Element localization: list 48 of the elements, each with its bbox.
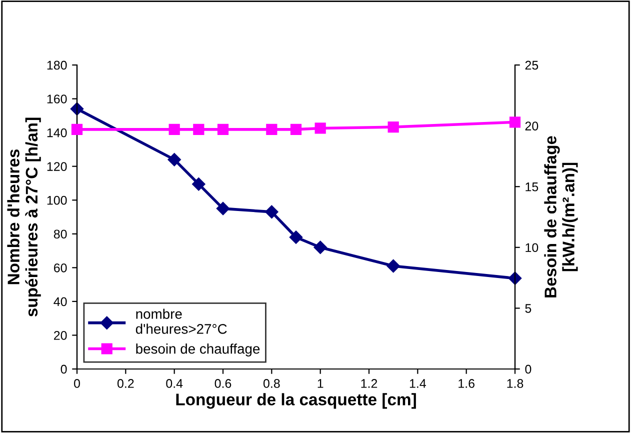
x-axis-title: Longueur de la casquette [cm]	[176, 393, 416, 409]
y2-tick-label: 5	[525, 304, 532, 313]
x-tick-label: 0	[74, 379, 80, 388]
y-tick-label: 80	[54, 230, 67, 239]
point	[289, 230, 303, 244]
x-tick-label: 0.6	[214, 379, 232, 388]
point	[71, 124, 83, 136]
point	[266, 124, 278, 136]
point	[386, 259, 400, 273]
point	[192, 177, 206, 191]
y-tick-label: 100	[47, 196, 67, 205]
x-tick-label: 1.4	[410, 379, 426, 388]
y-tick-label: 120	[47, 162, 67, 171]
y2-tick-label: 0	[525, 364, 532, 374]
y2-tick-label: 15	[526, 182, 538, 192]
y-tick-label: 40	[54, 297, 67, 306]
x-tick-label: 0.2	[117, 379, 134, 388]
y2-axis-title: Besoin de chauffage [kW.h/(m².an)]	[544, 136, 578, 298]
point	[314, 122, 326, 134]
x-tick-label: 1.6	[458, 379, 474, 388]
y-axis-title: Nombre d'heures supérieures à 27°C [h/an]	[7, 118, 41, 317]
y2-tick-label: 10	[526, 243, 538, 252]
point	[168, 152, 181, 166]
y-tick-label: 160	[47, 94, 67, 104]
x-tick-label: 1.8	[507, 379, 524, 388]
y-tick-label: 180	[47, 60, 67, 70]
y-tick-label: 60	[54, 263, 67, 272]
legend-label: besoin de chauffage	[136, 344, 260, 356]
point	[193, 124, 204, 136]
point	[314, 240, 327, 254]
y-tick-label: 0	[60, 364, 67, 374]
point	[217, 124, 229, 136]
y2-tick-label: 25	[525, 60, 538, 70]
legend-label: nombre d'heures>27°C	[136, 308, 227, 334]
y-tick-label: 20	[54, 331, 67, 340]
point	[290, 124, 302, 136]
x-tick-label: 0.8	[263, 379, 280, 388]
y2-tick-label: 20	[525, 122, 538, 130]
x-tick-label: 1	[318, 379, 324, 388]
x-tick-label: 1.2	[361, 379, 378, 388]
x-tick-label: 0.4	[166, 379, 183, 388]
point	[216, 202, 230, 216]
point	[168, 124, 180, 136]
y-tick-label: 140	[47, 128, 67, 138]
point	[265, 205, 278, 219]
point	[509, 116, 521, 128]
point	[388, 121, 399, 133]
point	[508, 272, 522, 285]
